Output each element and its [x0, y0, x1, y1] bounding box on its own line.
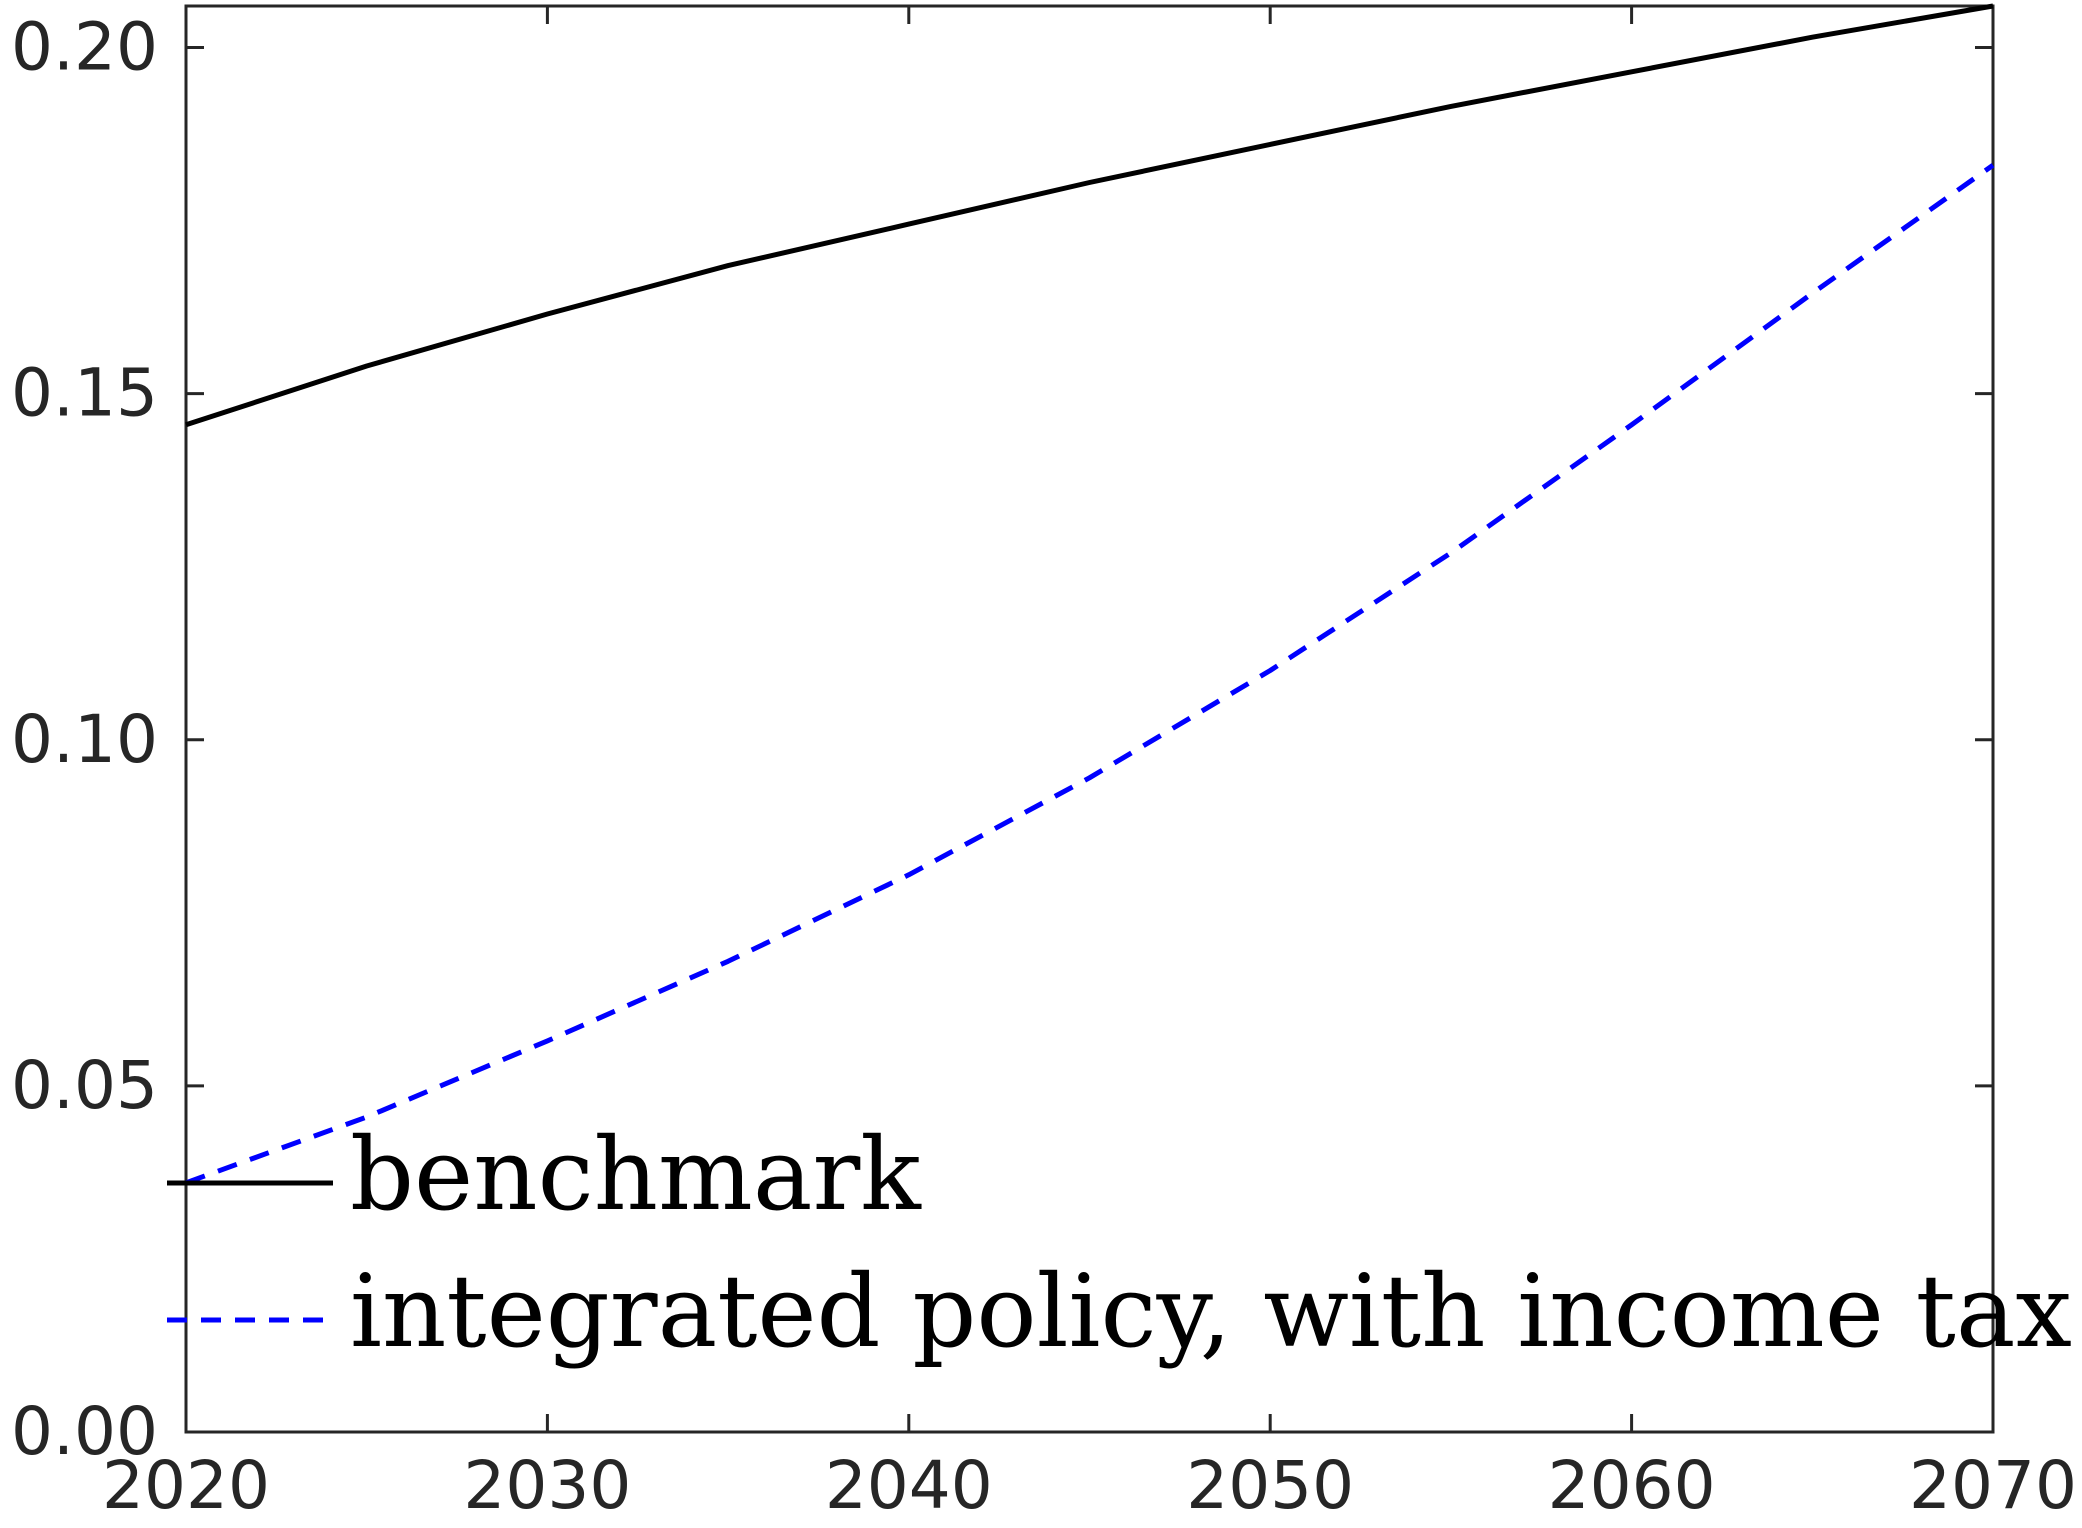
axes: 2020 2030 2040 2050 2060 2070 0.00 0.05 0.10 0.15…: [11, 4, 2077, 1524]
legend-label-2: integrated policy, with income tax: [350, 1253, 2072, 1370]
y-tick-label: 0.15: [11, 355, 158, 432]
legend: benchmark integrated policy, with income …: [167, 1116, 2072, 1370]
y-tick-label: 0.00: [11, 1393, 158, 1470]
x-tick-label: 2050: [1186, 1447, 1354, 1524]
x-tick-label: 2020: [102, 1447, 270, 1524]
legend-label-1: benchmark: [350, 1116, 922, 1233]
plot-frame: [184, 4, 1995, 1434]
x-tick-label: 2060: [1548, 1447, 1716, 1524]
x-tick-label: 2040: [825, 1447, 993, 1524]
series-layer: [185, 3, 1995, 1186]
y-tick-label: 0.05: [11, 1047, 158, 1124]
x-tick-label: 2030: [463, 1447, 631, 1524]
y-tick-label: 0.20: [11, 9, 158, 86]
x-tick-label: 2070: [1909, 1447, 2077, 1524]
series-line-1: [185, 3, 1994, 428]
y-tick-label: 0.10: [11, 701, 158, 778]
series-line-2: [185, 163, 1995, 1186]
